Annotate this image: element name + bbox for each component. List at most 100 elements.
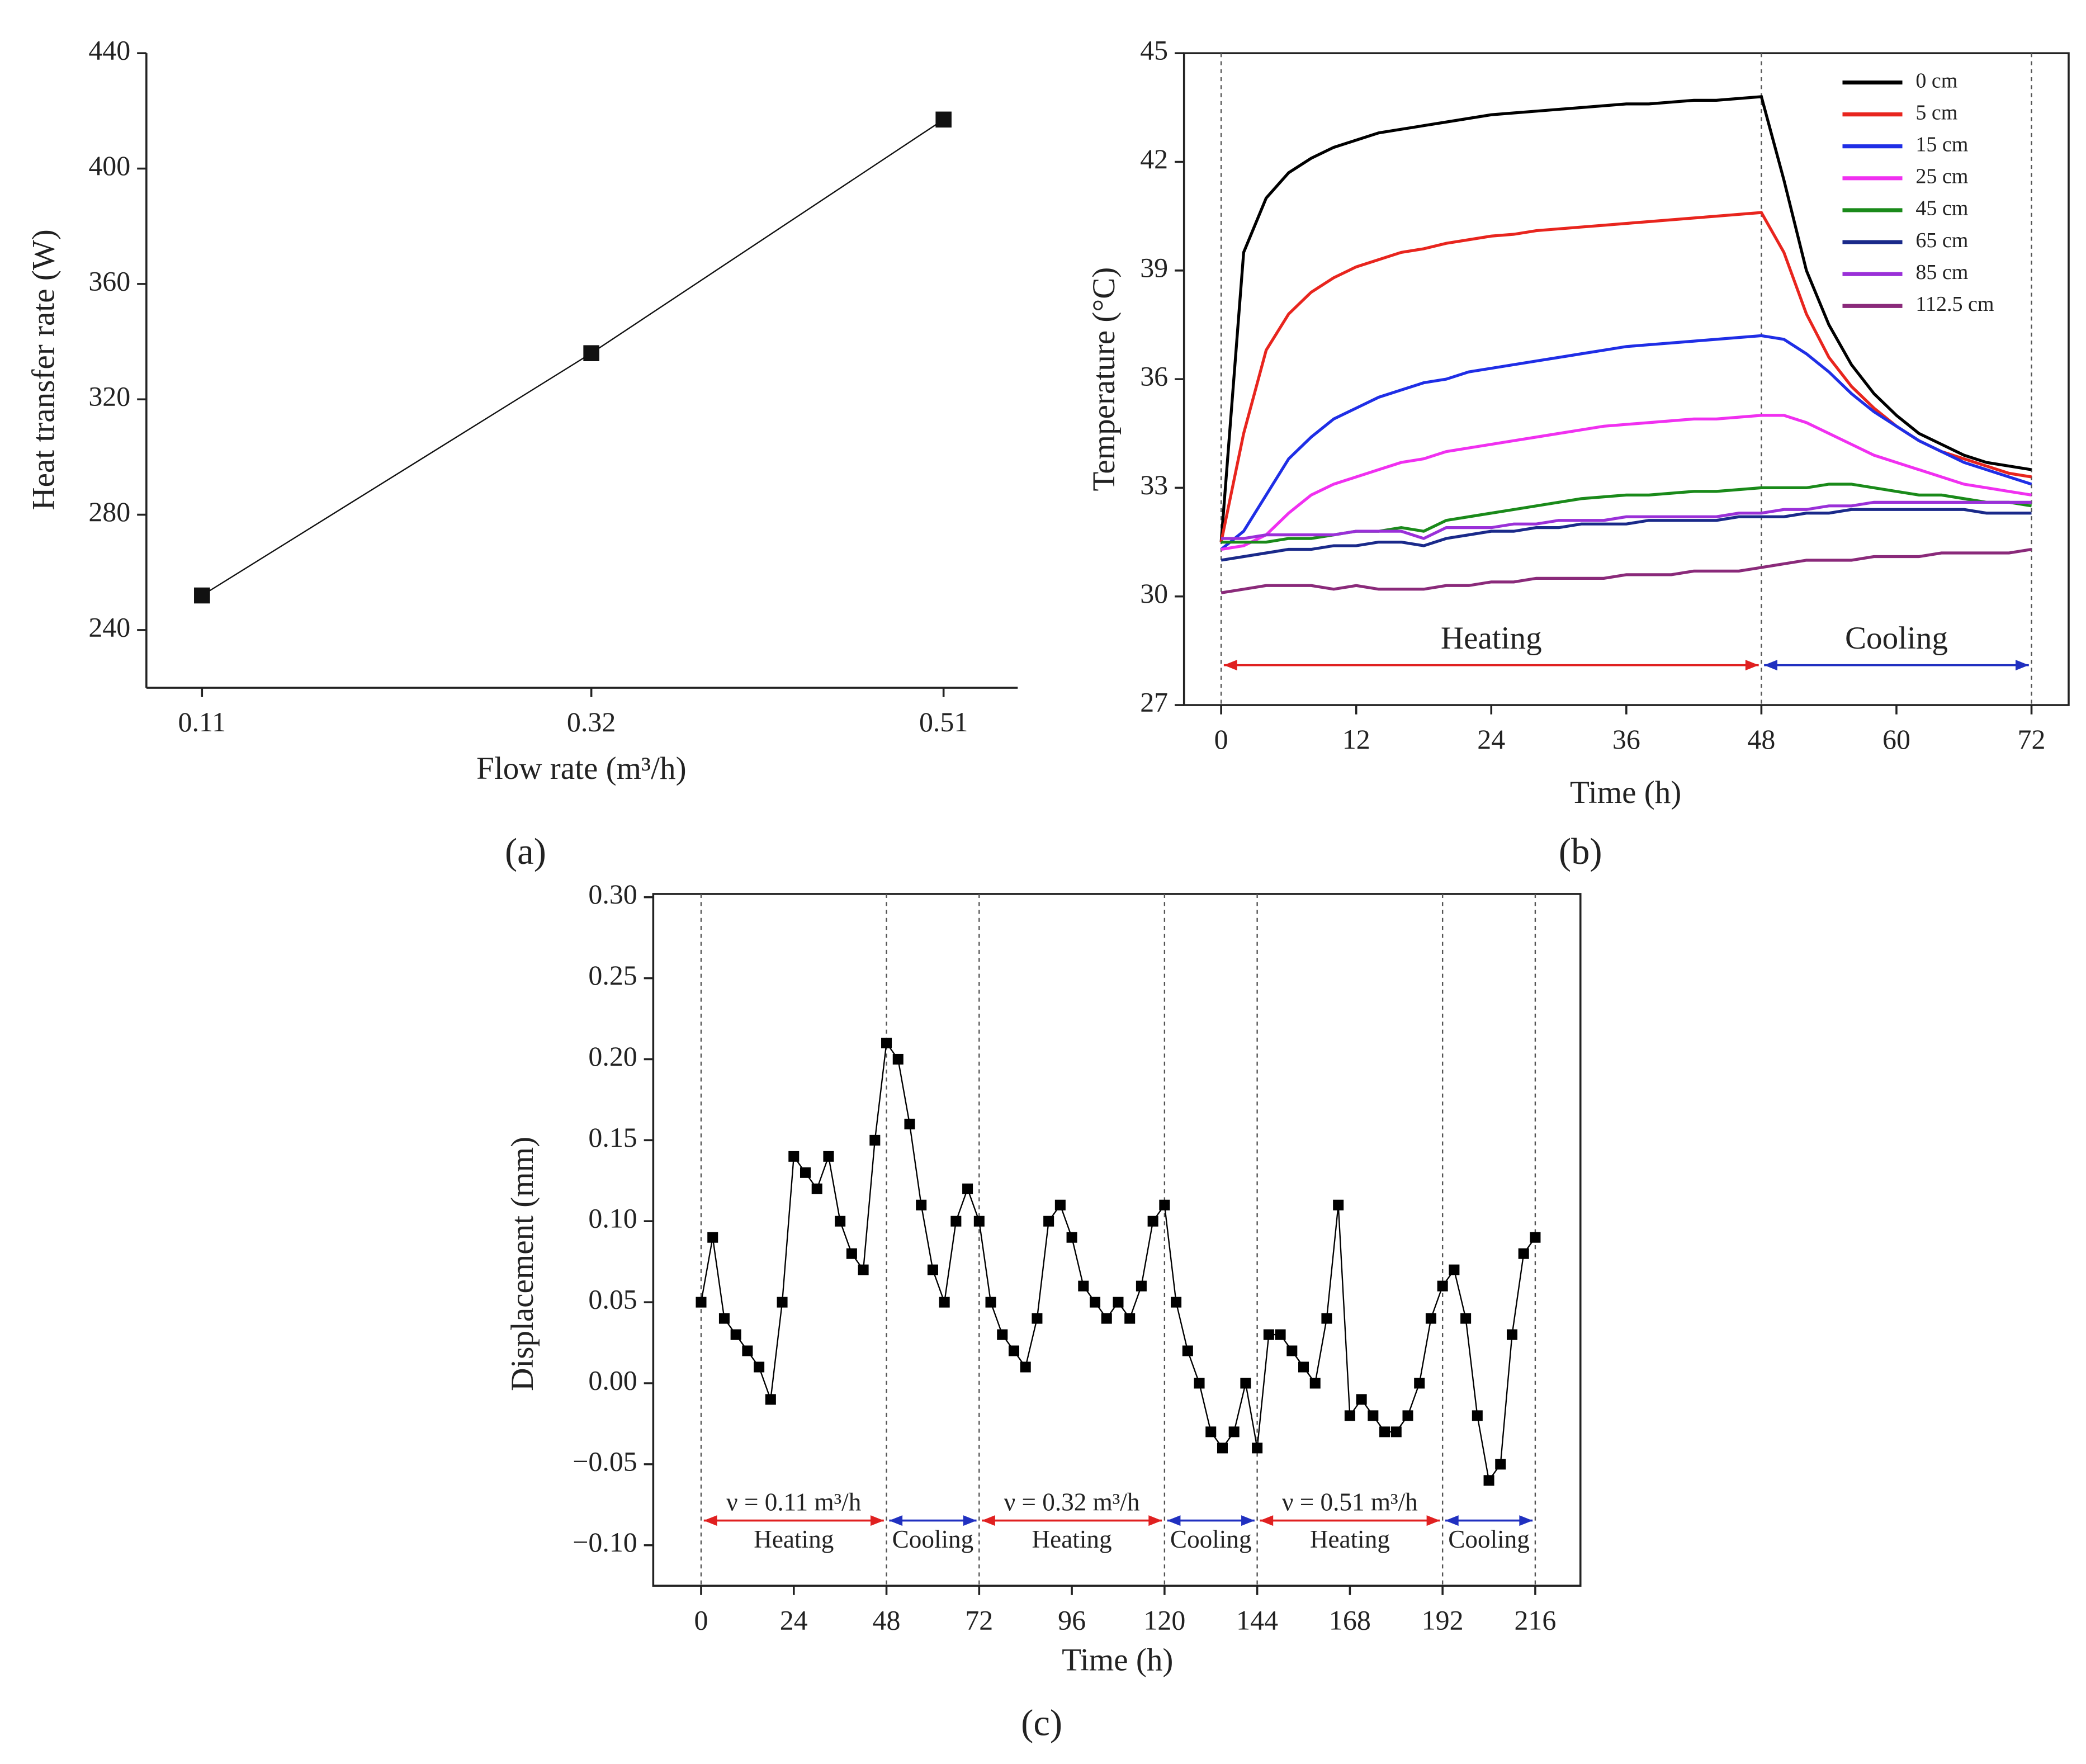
arrow-head xyxy=(982,1515,995,1526)
legend-label: 112.5 cm xyxy=(1915,292,1994,316)
y-tick-label: 30 xyxy=(1140,578,1168,609)
data-point xyxy=(1054,1199,1066,1210)
data-point xyxy=(1402,1410,1413,1421)
data-point xyxy=(1263,1329,1274,1340)
x-tick-label: 48 xyxy=(1747,723,1775,755)
flow-label: ν = 0.51 m³/h xyxy=(1282,1488,1418,1516)
data-point xyxy=(973,1216,985,1227)
y-axis-label: Heat transfer rate (W) xyxy=(26,229,61,510)
arrow-head xyxy=(2015,660,2029,671)
x-tick-label: 0 xyxy=(694,1604,708,1635)
x-tick-label: 0.32 xyxy=(567,706,616,737)
phase-label: Cooling xyxy=(892,1525,974,1553)
data-point xyxy=(835,1216,846,1227)
data-point xyxy=(1506,1329,1518,1340)
x-tick-label: 24 xyxy=(780,1604,808,1635)
y-tick-label: 320 xyxy=(88,381,130,412)
x-tick-label: 168 xyxy=(1329,1604,1371,1635)
data-point xyxy=(1286,1345,1298,1356)
y-tick-label: 440 xyxy=(88,35,130,66)
data-point xyxy=(1379,1426,1390,1437)
data-point xyxy=(1066,1232,1077,1243)
arrow-head xyxy=(963,1515,977,1526)
data-point xyxy=(1483,1475,1494,1486)
data-point xyxy=(754,1361,765,1373)
data-point xyxy=(985,1297,996,1308)
data-point xyxy=(730,1329,741,1340)
y-tick-label: 33 xyxy=(1140,469,1168,500)
data-point xyxy=(823,1151,834,1162)
arrow-head xyxy=(1764,660,1777,671)
data-point xyxy=(765,1394,776,1405)
arrow-head xyxy=(1745,660,1759,671)
data-point xyxy=(1472,1410,1483,1421)
data-point xyxy=(800,1167,811,1178)
data-point xyxy=(1298,1361,1309,1373)
y-tick-label: 0.20 xyxy=(588,1041,637,1072)
data-point xyxy=(718,1313,730,1324)
y-tick-label: 400 xyxy=(88,150,130,181)
data-point xyxy=(1252,1443,1263,1454)
data-point xyxy=(194,587,210,604)
series-line xyxy=(1219,95,2032,542)
legend-label: 45 cm xyxy=(1915,197,1968,220)
data-point xyxy=(869,1134,881,1146)
data-point xyxy=(1449,1264,1460,1275)
data-point xyxy=(846,1248,857,1259)
y-tick-label: 42 xyxy=(1140,143,1168,174)
panel-label: (c) xyxy=(1021,1703,1062,1744)
legend-label: 85 cm xyxy=(1915,261,1968,284)
x-tick-label: 48 xyxy=(873,1604,901,1635)
y-tick-label: 280 xyxy=(88,496,130,527)
data-point xyxy=(1344,1410,1355,1421)
series-line xyxy=(1221,547,2032,594)
data-point xyxy=(997,1329,1008,1340)
y-tick-label: −0.05 xyxy=(573,1445,637,1477)
y-tick-label: 0.15 xyxy=(588,1122,637,1153)
x-tick-label: 0 xyxy=(1214,723,1228,755)
data-point xyxy=(777,1297,788,1308)
y-tick-label: −0.10 xyxy=(573,1526,637,1558)
data-point xyxy=(707,1232,718,1243)
panel-label: (a) xyxy=(505,831,546,872)
y-tick-label: 240 xyxy=(88,611,130,642)
data-point xyxy=(1437,1280,1448,1292)
data-point xyxy=(1182,1345,1193,1356)
data-point xyxy=(1078,1280,1089,1292)
phase-label: Cooling xyxy=(1170,1525,1252,1553)
x-tick-label: 216 xyxy=(1514,1604,1556,1635)
data-point xyxy=(916,1199,927,1210)
x-tick-label: 60 xyxy=(1882,723,1910,755)
legend-label: 5 cm xyxy=(1915,101,1957,124)
y-tick-label: 0.05 xyxy=(588,1284,637,1315)
series-line xyxy=(1221,500,2032,540)
x-tick-label: 72 xyxy=(2018,723,2046,755)
data-point xyxy=(742,1345,753,1356)
x-tick-label: 12 xyxy=(1342,723,1370,755)
data-point xyxy=(858,1264,869,1275)
x-tick-label: 192 xyxy=(1422,1604,1464,1635)
data-point xyxy=(1333,1199,1344,1210)
arrow-head xyxy=(1445,1515,1459,1526)
data-point xyxy=(892,1053,904,1065)
legend-label: 65 cm xyxy=(1915,229,1968,252)
data-point xyxy=(788,1151,800,1162)
y-tick-label: 27 xyxy=(1140,687,1168,718)
data-point xyxy=(935,111,952,128)
phase-label: Cooling xyxy=(1845,621,1948,656)
data-point xyxy=(583,345,599,361)
plot-frame xyxy=(652,893,1582,1587)
data-point xyxy=(927,1264,938,1275)
data-point xyxy=(881,1037,892,1049)
data-point xyxy=(1124,1313,1136,1324)
arrow-head xyxy=(1260,1515,1274,1526)
y-tick-label: 360 xyxy=(88,265,130,296)
data-point xyxy=(1043,1216,1054,1227)
data-point xyxy=(1518,1248,1529,1259)
data-point xyxy=(1368,1410,1379,1421)
data-point xyxy=(1390,1426,1402,1437)
series-line xyxy=(201,119,944,597)
data-point xyxy=(1356,1394,1367,1405)
data-point xyxy=(1414,1378,1425,1389)
